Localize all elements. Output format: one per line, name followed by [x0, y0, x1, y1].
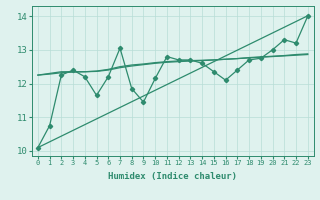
X-axis label: Humidex (Indice chaleur): Humidex (Indice chaleur) — [108, 172, 237, 181]
